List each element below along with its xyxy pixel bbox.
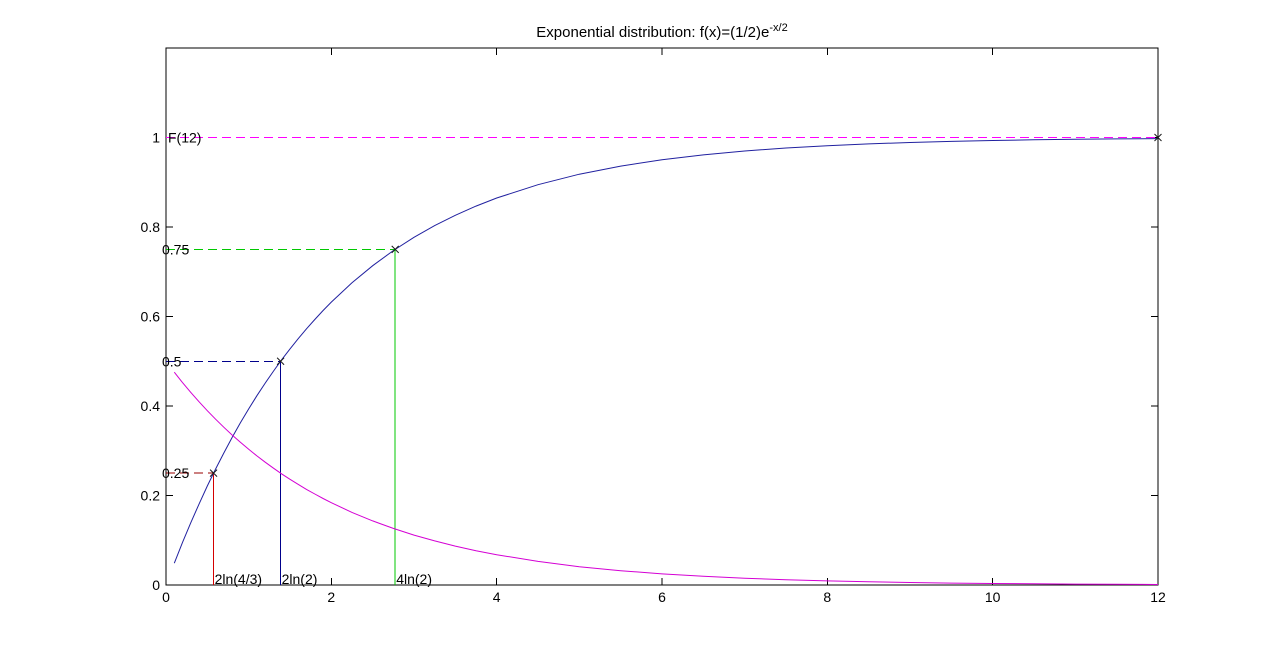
x-tick-label: 2 [327,589,335,605]
x-tick-label: 0 [162,589,170,605]
x-tick-label: 12 [1150,589,1166,605]
point-marker [209,469,218,477]
y-value-label: 0.25 [162,465,189,481]
y-value-label: 0.75 [162,241,189,257]
y-value-label: F(12) [168,130,201,146]
cdf-F(x)=1-e^(-x/2)-curve [173,138,1159,564]
y-value-label: 0.5 [162,353,182,369]
y-tick-label: 0.8 [141,219,161,235]
x-value-label: 2ln(4/3) [215,571,262,587]
chart-title-main: Exponential distribution: f(x)=(1/2)e [536,24,770,41]
x-tick-label: 6 [658,589,666,605]
point-marker [276,357,285,366]
point-marker [391,245,400,254]
pdf-f(x)=(1/2)e^(-x/2)-curve [173,371,1159,585]
chart-title: Exponential distribution: f(x)=(1/2)e-x/… [166,22,1158,41]
x-value-label: 2ln(2) [282,571,318,587]
y-tick-label: 0 [152,577,160,593]
y-tick-label: 0.6 [141,309,161,325]
plot-box [165,47,1159,586]
chart-title-superscript: -x/2 [769,22,788,34]
y-tick-label: 0.4 [141,398,161,414]
y-tick-label: 0.2 [141,488,161,504]
x-tick-label: 4 [493,589,501,605]
x-tick-label: 10 [985,589,1001,605]
x-tick-label: 8 [823,589,831,605]
x-value-label: 4ln(2) [396,571,432,587]
point-marker [1154,133,1162,142]
y-tick-label: 1 [152,130,160,146]
